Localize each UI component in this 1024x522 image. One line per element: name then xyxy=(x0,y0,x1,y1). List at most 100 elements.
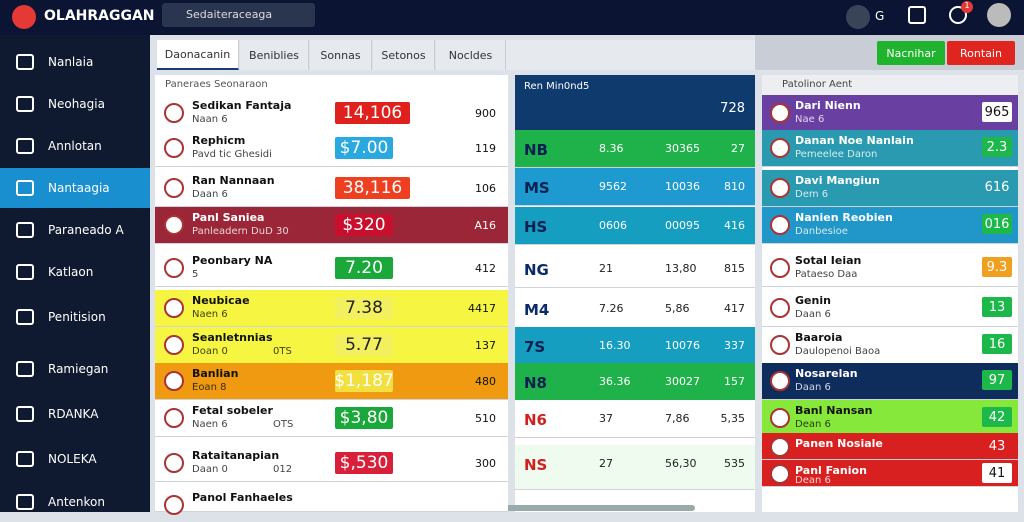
list-row[interactable]: Panl Saniea Panleadern DuD 30 $320 A16 xyxy=(155,207,508,244)
row-code: HS xyxy=(524,218,548,236)
list-row[interactable]: Peonbary NA 5 7.20 412 xyxy=(155,250,508,287)
list-row[interactable]: Nanien Reobien Danbesioe 016 xyxy=(762,207,1018,244)
row-b: 56,30 xyxy=(665,457,697,470)
row-b: 10076 xyxy=(665,339,700,352)
list-row[interactable]: Banlian Eoan 8 $1,187 480 xyxy=(155,363,508,400)
row-c: 157 xyxy=(724,375,745,388)
data-row[interactable]: 7S 16.30 10076 337 xyxy=(515,327,755,365)
tab[interactable]: Daonacanin xyxy=(157,40,239,70)
row-sub: Pavd tic Ghesidi xyxy=(192,149,272,160)
list-row[interactable]: Sotal Ieian Pataeso Daa 9.3 xyxy=(762,250,1018,287)
notify-icon[interactable] xyxy=(949,6,967,24)
list-row[interactable]: Fetal sobeler Naen 6 OTS $3,80 510 xyxy=(155,400,508,437)
row-tag: 0TS xyxy=(273,346,292,357)
list-row[interactable]: Ran Nannaan Daan 6 38,116 106 xyxy=(155,170,508,207)
row-value: 106 xyxy=(475,182,496,195)
sidebar-item[interactable]: Penitision xyxy=(0,297,150,337)
sidebar-item[interactable]: Neohagia xyxy=(0,84,150,124)
row-value: 4417 xyxy=(468,302,496,315)
sidebar-item[interactable]: Katlaon xyxy=(0,252,150,292)
list-row[interactable]: Dari Nienn Nae 6 965 xyxy=(762,95,1018,132)
score-badge: 43 xyxy=(982,436,1012,456)
row-tag: 012 xyxy=(273,464,293,475)
data-row[interactable]: NG 21 13,80 815 xyxy=(515,250,755,288)
row-b: 30365 xyxy=(665,142,700,155)
search-box[interactable]: Sedaiteraceaga xyxy=(162,3,315,27)
list-row[interactable]: Baaroia Daulopenoi Baoa 16 xyxy=(762,327,1018,364)
list-row[interactable]: Neubicae Naen 6 7.38 4417 xyxy=(155,290,508,327)
data-row[interactable]: N6 37 7,86 5,35 xyxy=(515,400,755,438)
list-row[interactable]: Banl Nansan Dean 6 42 xyxy=(762,400,1018,437)
sidebar-item[interactable]: RDANKA xyxy=(0,394,150,434)
action-button[interactable]: Nacnihar xyxy=(877,41,945,65)
tab[interactable]: Sonnas xyxy=(310,40,372,70)
price-badge: $1,187 xyxy=(334,370,394,392)
row-name: Fetal sobeler xyxy=(192,404,273,417)
team-logo xyxy=(164,495,184,515)
row-value: 480 xyxy=(475,375,496,388)
edit-icon[interactable] xyxy=(908,6,926,24)
user-icon[interactable] xyxy=(846,5,870,29)
tab[interactable]: Nocldes xyxy=(436,40,506,70)
list-row[interactable]: Seanletnnias Doan 0 0TS 5.77 137 xyxy=(155,327,508,364)
score-badge: 16 xyxy=(982,334,1012,354)
data-row[interactable]: M4 7.26 5,86 417 xyxy=(515,290,755,328)
row-name: Panl Fanion xyxy=(795,464,867,477)
tab[interactable]: Beniblies xyxy=(240,40,309,70)
action-button[interactable]: Rontain xyxy=(947,41,1015,65)
player-avatar xyxy=(770,103,790,123)
row-sub: Pataeso Daa xyxy=(795,269,858,280)
row-sub: Dean 6 xyxy=(795,475,831,486)
row-name: Davi Mangiun xyxy=(795,174,880,187)
list-row[interactable]: Panl Fanion Dean 6 41 xyxy=(762,460,1018,487)
list-row[interactable]: Panen Nosiale 43 xyxy=(762,433,1018,460)
data-row[interactable]: N8 36.36 30027 157 xyxy=(515,363,755,401)
row-code: NS xyxy=(524,456,548,474)
row-sub: Daan 6 xyxy=(795,382,831,393)
user-initial: G xyxy=(875,9,885,23)
row-name: Dari Nienn xyxy=(795,99,861,112)
row-code: NG xyxy=(524,261,549,279)
team-logo xyxy=(164,103,184,123)
sidebar-icon xyxy=(16,494,34,510)
sidebar-item[interactable]: Nanlaia xyxy=(0,42,150,82)
data-row[interactable]: NB 8.36 30365 27 xyxy=(515,130,755,168)
list-row[interactable]: Rataitanapian Daan 0 012 $,530 300 xyxy=(155,445,508,482)
sidebar-item[interactable]: Annlotan xyxy=(0,126,150,166)
row-b: 10036 xyxy=(665,180,700,193)
list-row[interactable]: Sedikan Fantaja Naan 6 14,106 900 xyxy=(155,95,508,132)
row-b: 7,86 xyxy=(665,412,690,425)
player-avatar xyxy=(770,178,790,198)
sidebar-item[interactable]: Paraneado A xyxy=(0,210,150,250)
sidebar-item[interactable]: Antenkon xyxy=(0,482,150,522)
row-a: 9562 xyxy=(599,180,627,193)
row-sub: Daan 6 xyxy=(192,189,228,200)
sidebar-item[interactable]: Ramiegan xyxy=(0,349,150,389)
row-value: 510 xyxy=(475,412,496,425)
tab[interactable]: Setonos xyxy=(373,40,435,70)
scrollbar[interactable] xyxy=(445,505,695,511)
score-badge: 965 xyxy=(982,102,1012,122)
tab-strip xyxy=(506,40,756,70)
data-row[interactable]: MS 9562 10036 810 xyxy=(515,168,755,206)
team-logo xyxy=(164,335,184,355)
sidebar-item[interactable]: Nantaagia xyxy=(0,168,150,208)
row-a: 16.30 xyxy=(599,339,631,352)
sidebar-item[interactable]: NOLEKA xyxy=(0,439,150,479)
data-row[interactable]: HS 0606 00095 416 xyxy=(515,207,755,245)
list-row[interactable]: Rephicm Pavd tic Ghesidi $7.00 119 xyxy=(155,130,508,167)
row-sub: Naan 6 xyxy=(192,114,228,125)
logo-icon xyxy=(12,5,36,29)
avatar[interactable] xyxy=(987,3,1011,27)
sidebar-icon xyxy=(16,138,34,154)
sidebar-icon xyxy=(16,451,34,467)
score-badge: 2.3 xyxy=(982,137,1012,157)
row-name: Banlian xyxy=(192,367,239,380)
list-row[interactable]: Panol Fanhaeles xyxy=(155,487,508,515)
list-row[interactable]: Davi Mangiun Dem 6 616 xyxy=(762,170,1018,207)
list-row[interactable]: Nosarelan Daan 6 97 xyxy=(762,363,1018,400)
list-row[interactable]: Danan Noe Nanlain Pemeelee Daron 2.3 xyxy=(762,130,1018,167)
list-row[interactable]: Genin Daan 6 13 xyxy=(762,290,1018,327)
row-code: M4 xyxy=(524,301,550,319)
data-row[interactable]: NS 27 56,30 535 xyxy=(515,445,755,490)
